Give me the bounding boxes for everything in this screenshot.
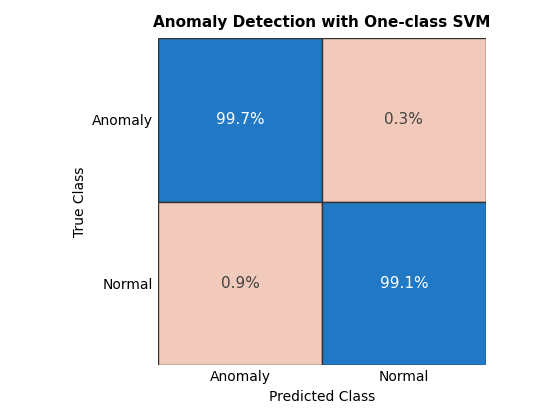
Bar <box>322 38 486 202</box>
Text: 99.1%: 99.1% <box>380 276 428 291</box>
Title: Anomaly Detection with One-class SVM: Anomaly Detection with One-class SVM <box>153 15 491 30</box>
Text: 99.7%: 99.7% <box>216 112 264 127</box>
Bar <box>158 202 322 365</box>
Text: 0.3%: 0.3% <box>385 112 423 127</box>
X-axis label: Predicted Class: Predicted Class <box>269 390 375 404</box>
Bar <box>322 202 486 365</box>
Bar <box>158 38 322 202</box>
Y-axis label: True Class: True Class <box>73 166 87 237</box>
Text: 0.9%: 0.9% <box>221 276 259 291</box>
